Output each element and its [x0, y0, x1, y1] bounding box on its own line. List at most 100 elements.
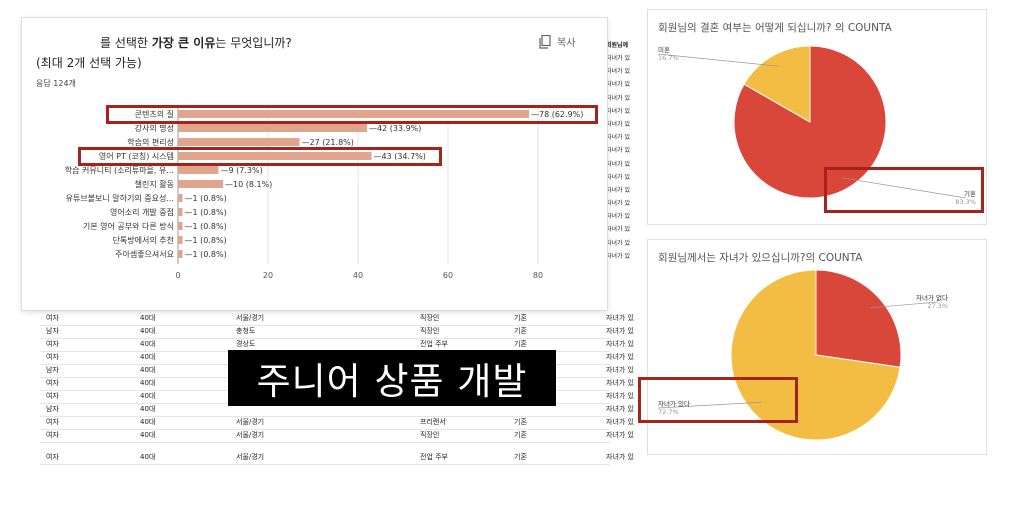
sheet-cell: 자녀가 있	[606, 213, 630, 221]
category-label: 학습의 편리성	[127, 137, 174, 147]
sheet-gridline	[40, 338, 610, 339]
sheet-cell: 40대	[140, 418, 156, 426]
slice-label: 미혼	[658, 45, 670, 54]
bar	[178, 152, 372, 160]
highlight-box-content-quality	[106, 105, 598, 124]
data-label: —9 (7.3%)	[221, 166, 263, 175]
title-banner: 주니어 상품 개발	[228, 350, 556, 406]
response-count: 응답 124개	[36, 79, 76, 88]
sheet-cell: 자녀가 있	[606, 453, 634, 461]
slice-label: 자녀가 있다	[658, 399, 690, 408]
sheet-row: 여자 40대 서울/경기 전업 주부 기혼 자녀가 있	[40, 452, 640, 465]
highlight-box-pt-system	[78, 147, 442, 166]
sheet-cell: 여자	[46, 431, 59, 439]
pie-slice	[730, 269, 901, 441]
sheet-cell: 40대	[140, 379, 156, 387]
sheet-cell: 기혼	[514, 314, 527, 322]
highlight-box-has-children	[638, 377, 798, 423]
sheet-row: 남자 40대 자녀가 있	[40, 404, 640, 417]
sheet-cell: 40대	[140, 340, 156, 348]
children-pie-panel: 회원님께서는 자녀가 있으십니까?의 COUNTA 자녀가 없다 27.3% 자녀가…	[648, 240, 986, 454]
bar	[178, 138, 300, 146]
sheet-row: 여자 40대 자녀가 있	[40, 391, 640, 404]
category-label: 학습 커뮤니티 (소리튜마을, 유...	[65, 165, 174, 175]
sheet-cell: 40대	[140, 405, 156, 413]
sheet-row: 여자 40대 서울/경기 직장인 기혼 자녀가 있	[40, 430, 640, 443]
sheet-cell: 자녀가 있	[606, 147, 630, 155]
bar	[178, 180, 223, 188]
sheet-cell: 직장인	[420, 327, 440, 335]
sheet-cell: 서울/경기	[236, 431, 265, 439]
category-label: 콘텐츠의 질	[135, 109, 174, 119]
sheet-cell: 자녀가 있	[606, 134, 630, 142]
sheet-row: 여자 40대 서울/경기 프리랜서 기혼 자녀가 있	[40, 417, 640, 430]
sheet-row: 남자 40대 자녀가 있	[40, 365, 640, 378]
bar	[178, 236, 183, 244]
sheet-gridline	[40, 442, 610, 443]
sheet-header-cell: 회원님께	[606, 42, 629, 49]
sheet-cell: 자녀가 있	[606, 239, 630, 247]
sheet-gridline	[40, 325, 610, 326]
sheet-cell: 40대	[140, 392, 156, 400]
category-label: 단톡방에서의 추천	[113, 235, 174, 245]
sheet-cell: 자녀가 있	[606, 418, 634, 426]
sheet-cell: 자녀가 있	[606, 340, 634, 348]
sheet-cell: 자녀가 있	[606, 252, 630, 260]
sheet-row: 여자 40대 경상도 전업 주부 기혼 자녀가 있	[40, 339, 640, 352]
sheet-cell: 서울/경기	[236, 314, 265, 322]
sheet-cell: 40대	[140, 314, 156, 322]
slice-percent-label: 72.7%	[658, 408, 679, 416]
pie-slice	[815, 269, 902, 368]
data-label: —1 (0.8%)	[185, 250, 227, 259]
x-tick-label: 80	[533, 271, 543, 280]
sheet-cell: 기혼	[514, 418, 527, 426]
category-label: 강사의 명성	[135, 123, 174, 133]
slice-percent-label: 16.7%	[658, 54, 679, 62]
sheet-gridline	[40, 416, 610, 417]
question-subtitle: (최대 2개 선택 가능)	[36, 56, 142, 70]
data-label: —1 (0.8%)	[185, 222, 227, 231]
sheet-cell: 자녀가 있	[606, 200, 630, 208]
bar	[178, 194, 183, 202]
data-label: —43 (34.7%)	[374, 152, 426, 161]
sheet-cell: 자녀가 있	[606, 226, 630, 234]
copy-button[interactable]: 복사	[539, 34, 575, 49]
sheet-cell: 서울/경기	[236, 418, 265, 426]
bar	[178, 166, 219, 174]
sheet-cell: 여자	[46, 340, 59, 348]
bar	[178, 208, 183, 216]
sheet-cell: 프리랜서	[420, 418, 446, 426]
slice-percent-label: 83.3%	[955, 198, 976, 206]
category-label: 영어 PT (코칭) 시스템	[99, 151, 174, 161]
category-label: 주아셈좋으셔서요	[115, 249, 174, 259]
sheet-cell: 자녀가 있	[606, 379, 634, 387]
slice-label: 기혼	[964, 189, 976, 198]
bar-chart: 0 20 40 60 80 콘텐츠의 질 —78 (62.9%) 강사의 명성 —42 (33.…	[65, 108, 583, 280]
data-label: —78 (62.9%)	[531, 110, 583, 119]
bar	[178, 250, 183, 258]
x-tick-label: 60	[443, 271, 453, 280]
sheet-cell: 서울/경기	[236, 453, 265, 461]
slice-label: 자녀가 없다	[916, 293, 948, 302]
sheet-cell: 남자	[46, 327, 59, 335]
sheet-cell: 여자	[46, 418, 59, 426]
pie2-title: 회원님께서는 자녀가 있으십니까?의 COUNTA	[658, 252, 863, 264]
sheet-cell: 직장인	[420, 314, 440, 322]
sheet-cell: 남자	[46, 366, 59, 374]
category-label: 유튜브볼보니 말하기의 중요성...	[66, 193, 174, 203]
sheet-cell: 자녀가 있	[606, 173, 630, 181]
sheet-cell: 자녀가 있	[606, 353, 634, 361]
data-label: —10 (8.1%)	[225, 180, 272, 189]
sheet-cell: 40대	[140, 353, 156, 361]
sheet-cell: 자녀가 있	[606, 68, 630, 76]
sheet-cell: 자녀가 있	[606, 327, 634, 335]
category-label: 영어소리 개발 중점	[110, 207, 174, 217]
sheet-cell: 자녀가 있	[606, 431, 634, 439]
sheet-cell: 자녀가 있	[606, 392, 634, 400]
sheet-cell: 여자	[46, 392, 59, 400]
sheet-cell: 자녀가 있	[606, 107, 630, 115]
pie1-title: 회원님의 결혼 여부는 어떻게 되십니까? 의 COUNTA	[658, 22, 892, 34]
bar	[178, 110, 529, 118]
sheet-cell: 자녀가 있	[606, 81, 630, 89]
